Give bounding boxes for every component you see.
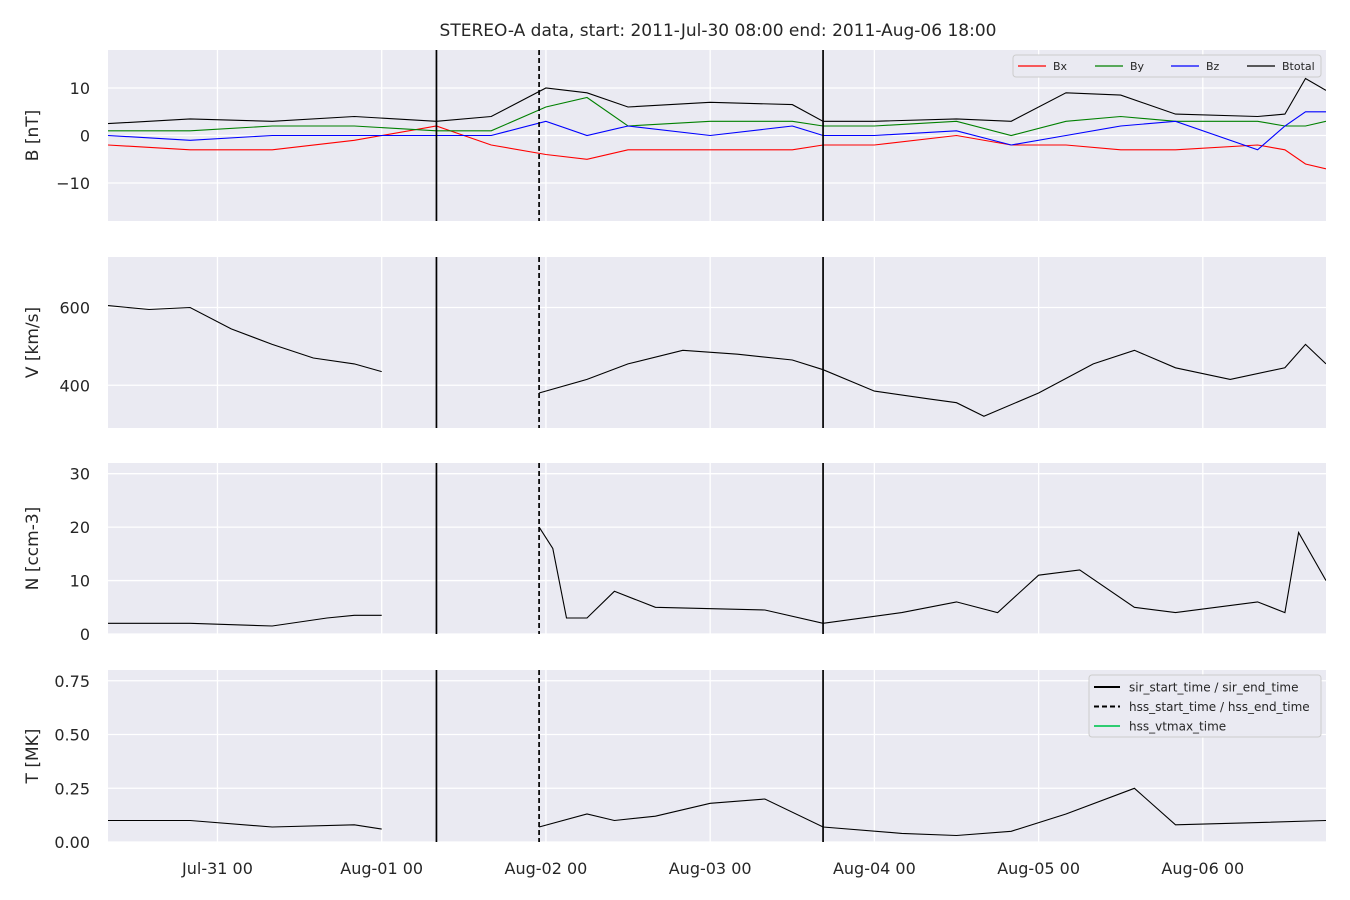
y-axis-label: N [ccm-3] (23, 507, 43, 591)
y-tick-label: 0.75 (54, 672, 90, 691)
chart-title: STEREO-A data, start: 2011-Jul-30 08:00 … (440, 21, 997, 41)
y-tick-label: −10 (56, 174, 90, 193)
y-tick-label: 0.00 (54, 833, 90, 852)
series-T (108, 787, 1326, 837)
legend-label-By: By (1130, 60, 1145, 73)
series-N (108, 526, 1326, 627)
x-tick-label: Aug-05 00 (997, 859, 1080, 878)
legend-label-Bz: Bz (1206, 60, 1220, 73)
panel-T: 0.00 0.25 0.50 0.75 T [MK] sir_start_time / s… (23, 670, 1326, 852)
y-tick-label: 30 (70, 465, 90, 484)
y-axis-label: V [km/s] (23, 307, 43, 378)
y-tick-label: 400 (59, 376, 90, 395)
y-tick-label: 0.25 (54, 779, 90, 798)
panel-V: 400 600 V [km/s] (23, 257, 1326, 428)
legend-label: sir_start_time / sir_end_time (1129, 681, 1299, 695)
x-axis-ticks: Jul-31 00 Aug-01 00 Aug-02 00 Aug-03 00 Aug-… (181, 859, 1244, 878)
y-tick-label: 0 (80, 625, 90, 644)
y-tick-label: 0.50 (54, 726, 90, 745)
y-tick-label: 600 (59, 299, 90, 318)
y-tick-label: 10 (70, 572, 90, 591)
panels: −10 0 10 B [nT] Bx By Bz Btotal 400 600 V [km/s] 0 1… (23, 50, 1326, 852)
panel-B: −10 0 10 B [nT] Bx By Bz Btotal (23, 50, 1326, 221)
legend-label-Btotal: Btotal (1282, 60, 1315, 73)
x-tick-label: Aug-04 00 (833, 859, 916, 878)
legend-b[interactable]: Bx By Bz Btotal (1012, 54, 1322, 78)
legend-label: hss_start_time / hss_end_time (1129, 700, 1310, 714)
series-Btotal (108, 77, 1326, 125)
series-Bz (108, 111, 1326, 151)
y-tick-label: 10 (70, 79, 90, 98)
legend-label: hss_vtmax_time (1129, 720, 1226, 734)
series-V (108, 305, 1326, 417)
plot-area (108, 463, 1326, 634)
y-axis-label: T [MK] (23, 729, 43, 785)
legend-events[interactable]: sir_start_time / sir_end_time hss_start_t… (1088, 674, 1322, 738)
panel-N: 0 10 20 30 N [ccm-3] (23, 463, 1326, 644)
series-Bx (108, 125, 1326, 170)
y-tick-label: 20 (70, 518, 90, 537)
series-By (108, 96, 1326, 137)
y-axis-label: B [nT] (23, 110, 43, 162)
x-tick-label: Aug-02 00 (505, 859, 588, 878)
x-tick-label: Aug-01 00 (340, 859, 423, 878)
x-tick-label: Jul-31 00 (181, 859, 253, 878)
legend-label-Bx: Bx (1053, 60, 1068, 73)
y-tick-label: 0 (80, 127, 90, 146)
x-tick-label: Aug-06 00 (1161, 859, 1244, 878)
x-tick-label: Aug-03 00 (669, 859, 752, 878)
plot-area (108, 257, 1326, 428)
